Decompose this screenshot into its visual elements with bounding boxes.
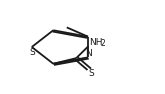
- Text: S: S: [29, 48, 35, 57]
- Text: S: S: [88, 69, 94, 78]
- Text: NH: NH: [89, 38, 103, 47]
- Text: 2: 2: [101, 39, 105, 48]
- Text: N: N: [85, 49, 92, 58]
